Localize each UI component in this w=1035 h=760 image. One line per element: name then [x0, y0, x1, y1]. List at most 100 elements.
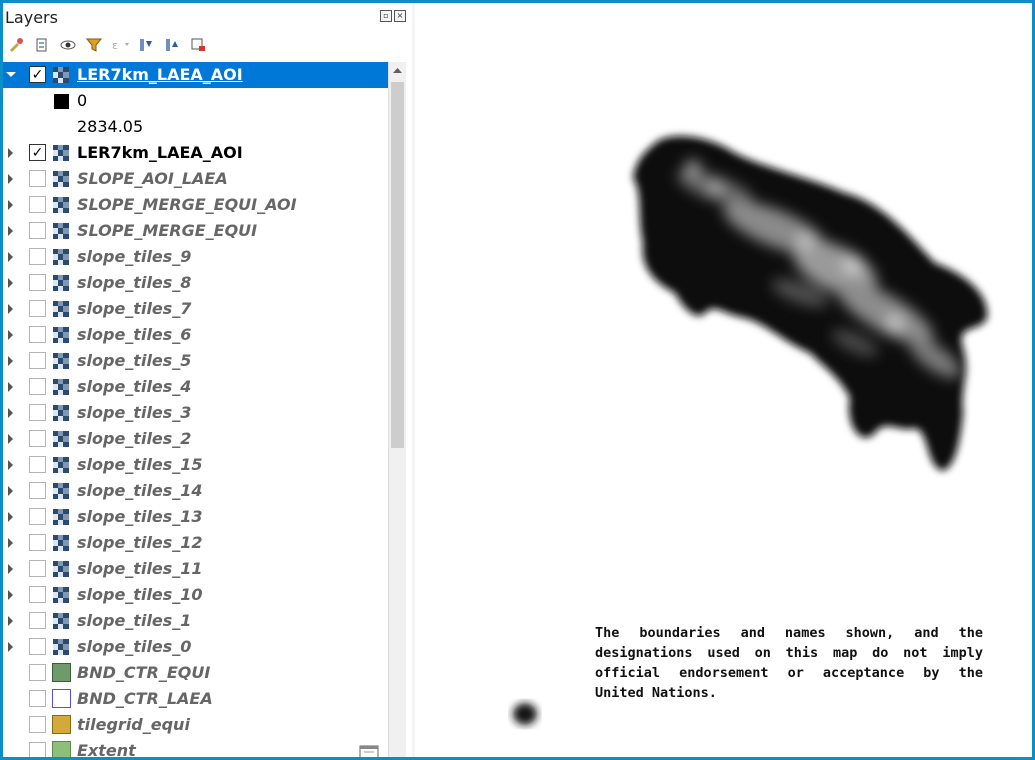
expand-arrow-icon[interactable]	[8, 486, 13, 496]
filter-icon[interactable]	[85, 36, 103, 54]
layer-visibility-checkbox[interactable]	[29, 482, 46, 499]
layer-row[interactable]: BND_CTR_EQUI	[3, 660, 388, 686]
layer-visibility-checkbox[interactable]	[29, 404, 46, 421]
scroll-up-icon[interactable]	[389, 62, 406, 79]
panel-splitter[interactable]	[412, 3, 415, 757]
expand-arrow-icon[interactable]	[8, 382, 13, 392]
expand-arrow-icon[interactable]	[8, 512, 13, 522]
layer-name: slope_tiles_11	[77, 559, 203, 578]
layer-visibility-checkbox[interactable]	[29, 248, 46, 265]
layer-row[interactable]: slope_tiles_3	[3, 400, 388, 426]
layer-visibility-checkbox[interactable]	[29, 742, 46, 757]
layer-visibility-checkbox[interactable]	[29, 326, 46, 343]
qgis-window: Layers ▫ × ε	[3, 3, 1032, 757]
expand-arrow-icon[interactable]	[8, 434, 13, 444]
layer-row[interactable]: ✓ LER7km_LAEA_AOI	[3, 140, 388, 166]
expand-arrow-icon[interactable]	[8, 408, 13, 418]
polygon-layer-icon	[52, 715, 71, 734]
expand-arrow-icon[interactable]	[8, 616, 13, 626]
layer-visibility-checkbox[interactable]	[29, 508, 46, 525]
layer-visibility-checkbox[interactable]	[29, 170, 46, 187]
layer-row[interactable]: slope_tiles_15	[3, 452, 388, 478]
layer-row[interactable]: slope_tiles_6	[3, 322, 388, 348]
layer-visibility-checkbox[interactable]	[29, 612, 46, 629]
expand-arrow-icon[interactable]	[8, 200, 13, 210]
expand-arrow-icon[interactable]	[8, 642, 13, 652]
close-icon[interactable]: ×	[394, 10, 406, 22]
expand-arrow-icon[interactable]	[8, 226, 13, 236]
layer-visibility-checkbox[interactable]: ✓	[29, 66, 46, 83]
layer-visibility-checkbox[interactable]	[29, 352, 46, 369]
manage-visibility-icon[interactable]	[59, 36, 77, 54]
layer-visibility-checkbox[interactable]	[29, 300, 46, 317]
collapse-all-icon[interactable]	[163, 36, 181, 54]
layer-visibility-checkbox[interactable]	[29, 586, 46, 603]
layer-visibility-checkbox[interactable]	[29, 664, 46, 681]
layer-row[interactable]: slope_tiles_2	[3, 426, 388, 452]
expand-arrow-icon[interactable]	[8, 304, 13, 314]
expand-arrow-icon[interactable]	[8, 590, 13, 600]
layer-visibility-checkbox[interactable]	[29, 560, 46, 577]
expand-arrow-icon[interactable]	[8, 564, 13, 574]
raster-layer-icon	[53, 587, 69, 603]
layer-name: BND_CTR_EQUI	[77, 663, 211, 682]
expand-arrow-icon[interactable]	[8, 356, 13, 366]
layer-visibility-checkbox[interactable]	[29, 222, 46, 239]
layer-visibility-checkbox[interactable]	[29, 690, 46, 707]
remove-layer-icon[interactable]	[189, 36, 207, 54]
layer-row[interactable]: ✓ LER7km_LAEA_AOI	[3, 62, 388, 88]
expand-all-icon[interactable]	[137, 36, 155, 54]
scroll-thumb[interactable]	[391, 82, 404, 448]
layer-row[interactable]: slope_tiles_11	[3, 556, 388, 582]
temporal-icon[interactable]	[359, 743, 379, 757]
add-group-icon[interactable]	[33, 36, 51, 54]
float-icon[interactable]: ▫	[380, 10, 392, 22]
layer-visibility-checkbox[interactable]: ✓	[29, 144, 46, 161]
layer-name: slope_tiles_1	[77, 611, 192, 630]
layer-row[interactable]: slope_tiles_13	[3, 504, 388, 530]
layer-visibility-checkbox[interactable]	[29, 638, 46, 655]
expand-arrow-icon[interactable]	[8, 330, 13, 340]
layer-visibility-checkbox[interactable]	[29, 716, 46, 733]
raster-layer-icon	[53, 431, 69, 447]
layer-row[interactable]: slope_tiles_5	[3, 348, 388, 374]
layer-row[interactable]: Extent	[3, 738, 388, 757]
expand-arrow-icon[interactable]	[8, 460, 13, 470]
raster-layer-icon	[53, 275, 69, 291]
map-canvas[interactable]: The boundaries and names shown, and the …	[415, 3, 1032, 757]
layer-row[interactable]: slope_tiles_10	[3, 582, 388, 608]
layer-visibility-checkbox[interactable]	[29, 534, 46, 551]
expand-arrow-icon[interactable]	[8, 174, 13, 184]
layer-row[interactable]: SLOPE_MERGE_EQUI	[3, 218, 388, 244]
layer-tree[interactable]: ✓ LER7km_LAEA_AOI 0 2834.05 ✓ LER7km_LAEA_AOI…	[3, 62, 388, 757]
layer-name: slope_tiles_10	[77, 585, 203, 604]
style-manager-icon[interactable]	[7, 36, 25, 54]
layer-row[interactable]: slope_tiles_0	[3, 634, 388, 660]
layer-row[interactable]: slope_tiles_1	[3, 608, 388, 634]
layer-visibility-checkbox[interactable]	[29, 456, 46, 473]
expand-arrow-icon[interactable]	[8, 252, 13, 262]
layer-visibility-checkbox[interactable]	[29, 196, 46, 213]
layer-row[interactable]: tilegrid_equi	[3, 712, 388, 738]
layer-row[interactable]: slope_tiles_4	[3, 374, 388, 400]
layer-visibility-checkbox[interactable]	[29, 378, 46, 395]
expression-filter-icon[interactable]: ε	[111, 36, 129, 54]
layer-visibility-checkbox[interactable]	[29, 274, 46, 291]
layer-row[interactable]: BND_CTR_LAEA	[3, 686, 388, 712]
expand-arrow-icon[interactable]	[8, 538, 13, 548]
layer-row[interactable]: slope_tiles_7	[3, 296, 388, 322]
layer-name: slope_tiles_13	[77, 507, 203, 526]
layer-tree-scrollbar[interactable]	[388, 62, 406, 757]
raster-layer-icon	[53, 327, 69, 343]
raster-layer-icon	[53, 535, 69, 551]
collapse-arrow-icon[interactable]	[6, 72, 16, 77]
layer-row[interactable]: slope_tiles_14	[3, 478, 388, 504]
layer-row[interactable]: slope_tiles_8	[3, 270, 388, 296]
layer-row[interactable]: SLOPE_MERGE_EQUI_AOI	[3, 192, 388, 218]
layer-row[interactable]: slope_tiles_12	[3, 530, 388, 556]
expand-arrow-icon[interactable]	[8, 148, 13, 158]
layer-row[interactable]: SLOPE_AOI_LAEA	[3, 166, 388, 192]
expand-arrow-icon[interactable]	[8, 278, 13, 288]
layer-row[interactable]: slope_tiles_9	[3, 244, 388, 270]
layer-visibility-checkbox[interactable]	[29, 430, 46, 447]
